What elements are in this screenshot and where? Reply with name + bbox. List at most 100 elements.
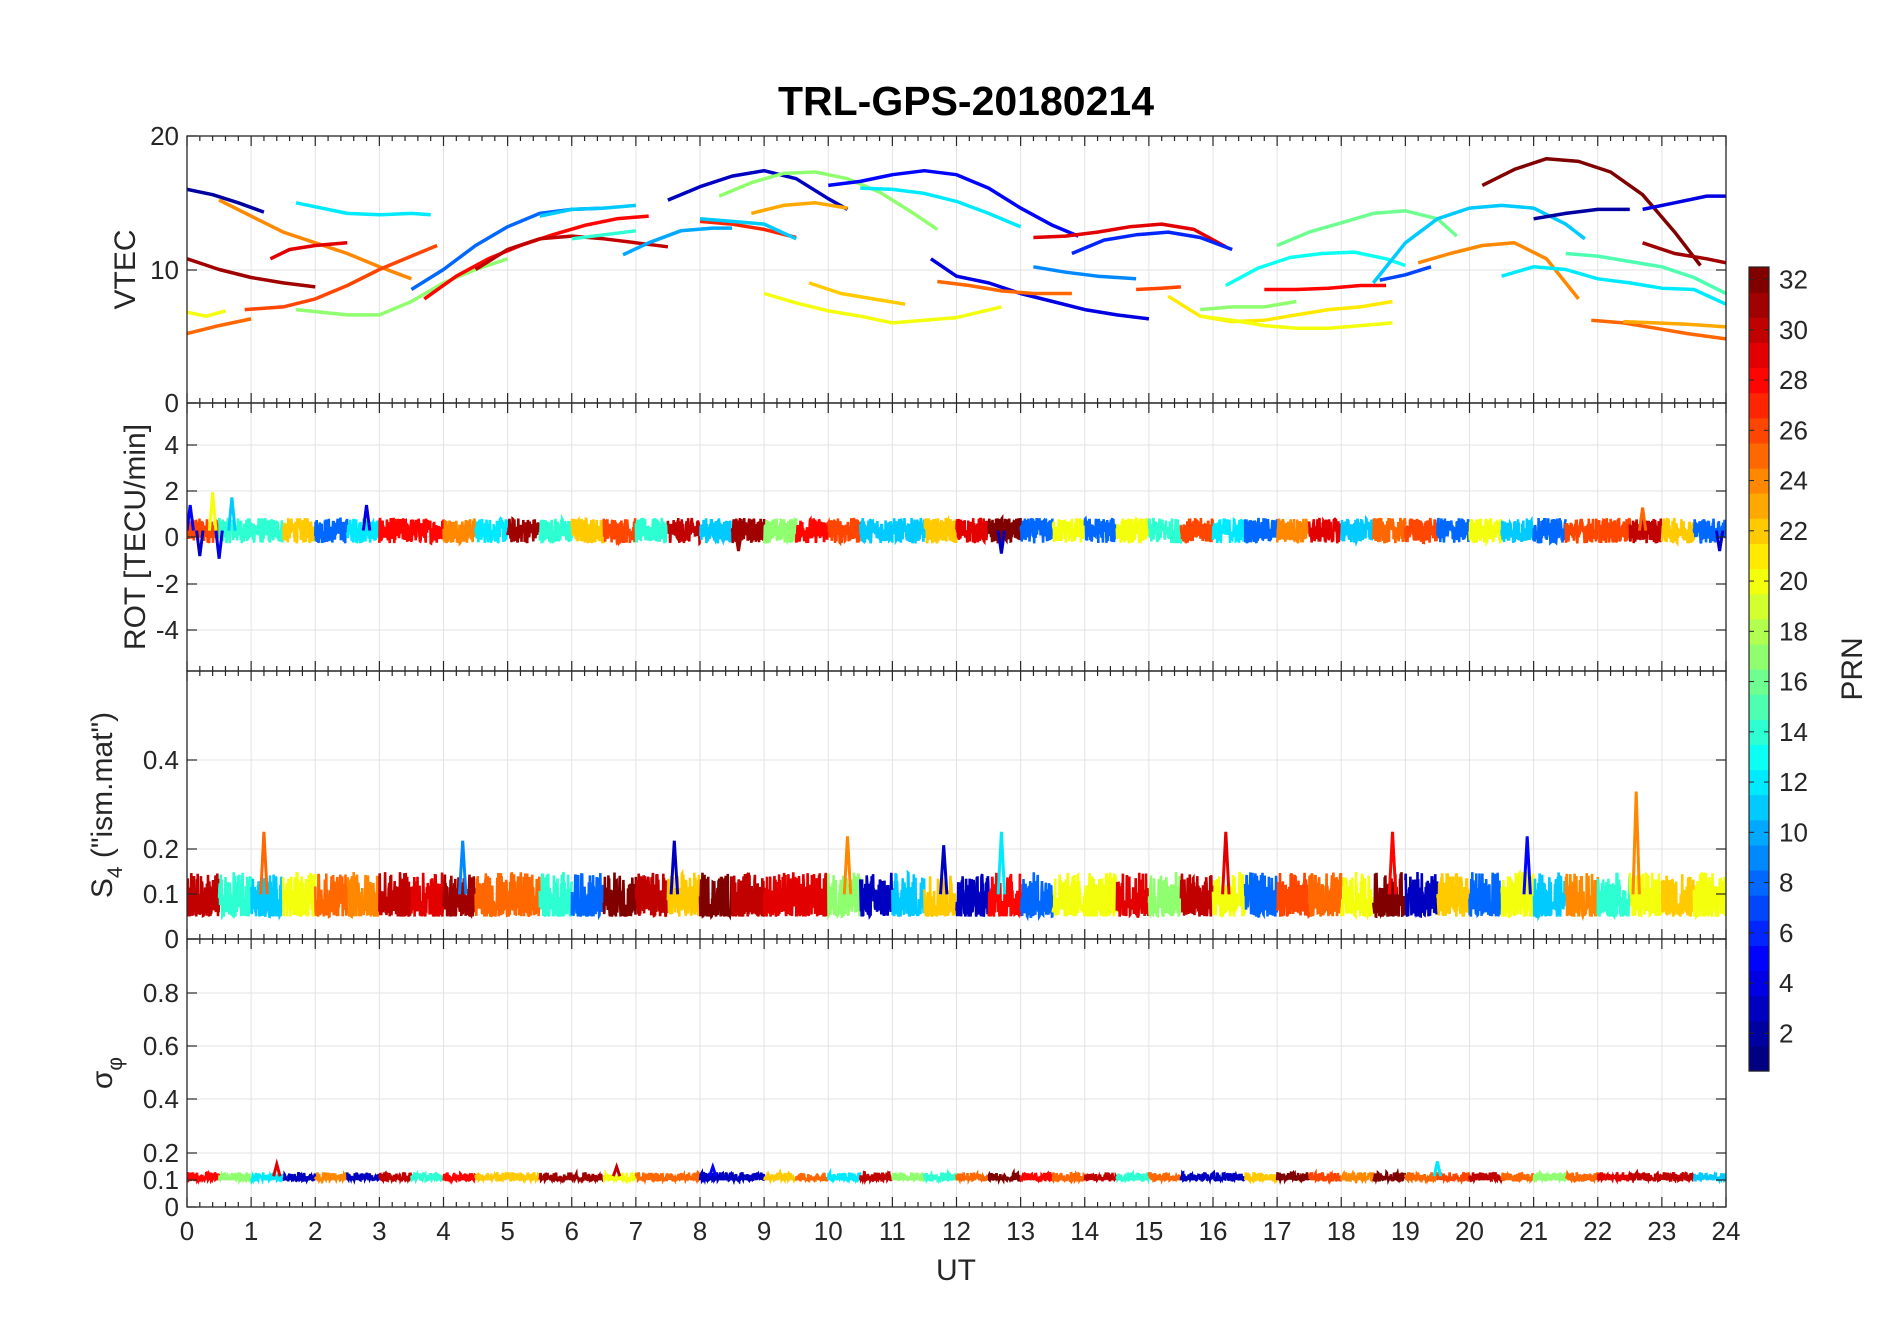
series-trace-prn-31 bbox=[538, 1171, 574, 1185]
y-tick-label: 0.1 bbox=[143, 1165, 179, 1195]
colorbar-tick-label: 14 bbox=[1779, 717, 1808, 747]
x-tick-label: 23 bbox=[1647, 1216, 1676, 1246]
series-trace-prn-14 bbox=[634, 517, 670, 544]
colorbar-tick-label: 6 bbox=[1779, 918, 1793, 948]
colorbar-swatch bbox=[1749, 417, 1769, 444]
series-trace-prn-25 bbox=[1500, 1170, 1535, 1185]
series-trace-prn-22 bbox=[923, 514, 958, 544]
x-tick-label: 6 bbox=[565, 1216, 579, 1246]
series-line-prn-25 bbox=[187, 317, 252, 336]
colorbar-tick-label: 20 bbox=[1779, 566, 1808, 596]
series-trace-prn-20 bbox=[1083, 872, 1119, 917]
colorbar-tick-label: 26 bbox=[1779, 415, 1808, 445]
x-tick-label: 13 bbox=[1006, 1216, 1035, 1246]
x-ticks bbox=[186, 403, 1727, 671]
colorbar-swatch bbox=[1749, 895, 1769, 921]
series-trace-prn-29 bbox=[762, 872, 798, 917]
colorbar-swatch bbox=[1749, 844, 1769, 871]
series-trace-prn-26 bbox=[1596, 517, 1632, 544]
series-trace-prn-25 bbox=[634, 1172, 670, 1186]
series-trace-prn-26 bbox=[187, 516, 221, 544]
data-peak-prn-24 bbox=[842, 836, 853, 895]
series-trace-prn-12 bbox=[249, 1170, 285, 1185]
colorbar-swatch bbox=[1749, 442, 1769, 469]
series-trace-prn-17 bbox=[1532, 1169, 1567, 1184]
series-line-prn-11 bbox=[699, 217, 797, 241]
series-line-prn-20 bbox=[763, 291, 1002, 325]
series-trace-prn-20 bbox=[1692, 872, 1726, 921]
y-axis-label-s4: S4 ("ism.mat") bbox=[86, 712, 127, 898]
data-peak-prn-24 bbox=[1631, 791, 1641, 895]
x-tick-label: 7 bbox=[629, 1216, 643, 1246]
y-axis-label-main: σ bbox=[86, 1070, 119, 1089]
colorbar-swatch bbox=[1749, 493, 1769, 519]
series-trace-prn-30 bbox=[1179, 873, 1215, 917]
y-tick-label: 20 bbox=[150, 121, 179, 151]
series-trace-prn-17 bbox=[891, 1172, 926, 1183]
series-line-prn-28 bbox=[1264, 283, 1387, 292]
series-trace-prn-11 bbox=[859, 517, 894, 545]
series-trace-prn-8 bbox=[1532, 517, 1567, 546]
series-trace-prn-20 bbox=[1468, 517, 1503, 547]
series-line-prn-26 bbox=[1136, 285, 1182, 292]
series-line-prn-31 bbox=[187, 257, 316, 289]
figure-title: TRL-GPS-20180214 bbox=[778, 78, 1154, 124]
series-trace-prn-29 bbox=[955, 517, 990, 546]
y-axis-label-rest: ("ism.mat") bbox=[86, 712, 119, 867]
y-axis-label-vtec: VTEC bbox=[109, 229, 142, 309]
x-tick-label: 2 bbox=[308, 1216, 322, 1246]
series-line-prn-31 bbox=[1642, 241, 1726, 265]
colorbar-tick-label: 2 bbox=[1779, 1018, 1793, 1048]
series-trace-prn-24 bbox=[1275, 518, 1311, 544]
y-tick-label: 0 bbox=[165, 388, 179, 418]
series-trace-prn-14 bbox=[923, 1168, 958, 1185]
series-trace-prn-8 bbox=[1083, 515, 1119, 544]
series-trace-prn-24 bbox=[314, 1170, 349, 1185]
series-line-prn-15 bbox=[1565, 251, 1726, 296]
series-line-prn-25 bbox=[1591, 318, 1726, 341]
series-trace-prn-17 bbox=[827, 872, 862, 921]
y-tick-label: 0.1 bbox=[143, 879, 179, 909]
x-tick-label: 20 bbox=[1455, 1216, 1484, 1246]
panel-sigma_phi: 0.8 0.6 0.4 0.20.10 σφ bbox=[86, 938, 1727, 1222]
series-trace-prn-32 bbox=[698, 872, 734, 921]
series-trace-prn-20 bbox=[1051, 871, 1087, 917]
series-trace-prn-22 bbox=[281, 517, 317, 544]
series-group bbox=[187, 1158, 1726, 1186]
series-trace-prn-3 bbox=[730, 1170, 766, 1185]
series-trace-prn-12 bbox=[474, 515, 509, 544]
series-line-prn-7 bbox=[1379, 265, 1432, 282]
x-tick-label: 8 bbox=[693, 1216, 707, 1246]
y-tick-label: -2 bbox=[156, 569, 179, 599]
series-trace-prn-26 bbox=[1564, 518, 1600, 544]
x-tick-label: 24 bbox=[1712, 1216, 1741, 1246]
y-tick-label: 4 bbox=[165, 430, 179, 460]
y-tick-label: 10 bbox=[150, 255, 179, 285]
series-trace-prn-24 bbox=[1340, 1169, 1375, 1185]
series-trace-prn-17 bbox=[217, 1170, 253, 1186]
series-line-prn-32 bbox=[1481, 156, 1702, 267]
series-line-prn-13 bbox=[1224, 250, 1406, 288]
series-line-prn-27 bbox=[699, 219, 797, 240]
series-line-prn-11 bbox=[539, 203, 637, 218]
y-tick-label: 0 bbox=[165, 924, 179, 954]
series-trace-prn-22 bbox=[474, 1170, 509, 1184]
series-trace-prn-32 bbox=[987, 1167, 1022, 1185]
series-trace-prn-3 bbox=[859, 872, 894, 920]
series-line-prn-3 bbox=[667, 168, 849, 211]
x-tick-label: 0 bbox=[180, 1216, 194, 1246]
series-trace-prn-11 bbox=[1340, 514, 1375, 547]
series-trace-prn-17 bbox=[762, 516, 798, 546]
series-trace-prn-8 bbox=[1243, 872, 1279, 920]
series-line-prn-9 bbox=[1033, 265, 1137, 281]
series-group bbox=[187, 156, 1726, 341]
data-peak-prn-5 bbox=[1522, 836, 1532, 895]
series-line-prn-26 bbox=[244, 243, 438, 312]
series-trace-prn-22 bbox=[1436, 873, 1471, 917]
data-peak-prn-5 bbox=[187, 504, 195, 531]
series-trace-prn-29 bbox=[794, 872, 830, 917]
colorbar-tick-label: 8 bbox=[1779, 868, 1793, 898]
colorbar-swatch bbox=[1749, 669, 1769, 695]
series-trace-prn-3 bbox=[1404, 871, 1439, 918]
series-trace-prn-22 bbox=[506, 1171, 541, 1185]
